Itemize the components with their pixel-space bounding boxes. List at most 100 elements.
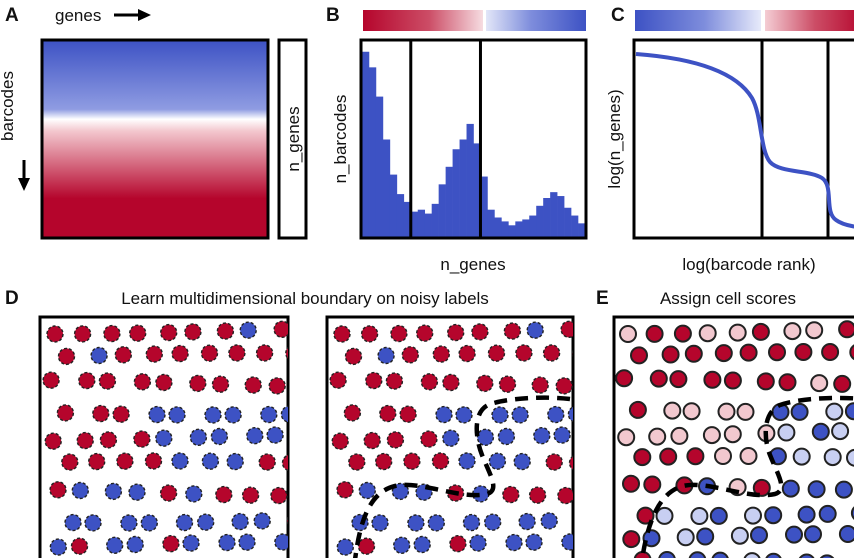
blue-point — [462, 513, 481, 532]
red-point — [112, 405, 130, 423]
cell-point-red — [648, 427, 667, 446]
n-genes-column — [277, 38, 308, 240]
red-point — [572, 349, 573, 358]
panel-a: A genes barcodes n_genes — [0, 5, 308, 240]
cell-point-red — [833, 374, 852, 393]
barcode-rank-axis-label: log(barcode rank) — [682, 255, 815, 274]
blue-point — [171, 452, 189, 470]
red-point — [528, 486, 547, 504]
blue-point — [239, 321, 257, 339]
cell-point-red — [628, 400, 647, 419]
red-point — [103, 324, 121, 343]
cell-point-blue — [744, 506, 762, 525]
cell-point-red — [649, 369, 668, 388]
panel-letter-c: C — [611, 5, 625, 26]
panel-d-title: Learn multidimensional boundary on noisy… — [121, 289, 489, 308]
red-point — [515, 344, 533, 362]
red-point — [49, 481, 67, 499]
blue-point — [71, 481, 90, 500]
red-point — [286, 515, 288, 525]
cell-point-blue — [846, 448, 854, 467]
red-point — [375, 452, 393, 471]
cell-point-blue — [798, 553, 815, 558]
red-point — [189, 374, 207, 393]
cell-point-red — [756, 372, 775, 391]
red-point — [542, 344, 561, 362]
cell-point-red — [739, 343, 758, 362]
red-point — [431, 452, 450, 470]
arrow-down-icon — [18, 160, 30, 191]
blue-point — [393, 536, 411, 554]
blue-point — [540, 512, 558, 530]
blue-point — [246, 427, 264, 445]
histogram-bar — [396, 194, 405, 237]
blue-point — [413, 535, 431, 554]
cell-point-blue — [658, 551, 676, 558]
cell-point-blue — [743, 552, 761, 558]
histogram-bar — [438, 184, 446, 237]
histogram-bar — [375, 96, 384, 237]
red-point — [76, 431, 94, 450]
blue-point — [511, 406, 529, 424]
histogram-bar — [473, 143, 481, 237]
cell-point-red — [686, 447, 705, 466]
score-boundary — [640, 395, 854, 558]
colorbar-red — [363, 10, 483, 31]
red-point — [329, 371, 347, 389]
blue-point — [407, 514, 425, 532]
cell-point-red — [645, 324, 664, 343]
blue-point — [128, 483, 146, 501]
cell-point-red — [739, 447, 758, 465]
red-point — [365, 371, 383, 390]
blue-point — [90, 346, 108, 365]
red-point — [344, 347, 363, 366]
cell-point-blue — [785, 525, 803, 544]
cell-point-red — [810, 374, 829, 393]
cell-point-red — [615, 369, 634, 388]
red-point — [61, 453, 79, 471]
genes-label: genes — [55, 6, 101, 25]
histogram-bar — [529, 215, 537, 237]
red-point — [73, 325, 92, 343]
cell-point-red — [723, 425, 742, 444]
blue-point — [469, 534, 487, 552]
blue-point — [260, 405, 278, 424]
histogram-bar — [564, 207, 572, 237]
red-point — [200, 344, 219, 362]
blue-point — [533, 427, 551, 445]
histogram-bar — [466, 123, 474, 237]
blue-point — [189, 428, 208, 446]
red-point — [487, 344, 506, 362]
blue-point — [185, 485, 203, 503]
barcode-gene-matrix — [40, 38, 270, 240]
cell-point-blue — [688, 551, 707, 558]
red-point — [159, 484, 178, 502]
blue-point — [358, 481, 376, 500]
cell-point-red — [617, 428, 636, 447]
blue-point — [491, 406, 509, 424]
blue-point — [484, 513, 502, 531]
red-point — [144, 452, 163, 470]
n-genes-side-label: n_genes — [284, 106, 303, 171]
blue-point — [196, 513, 215, 531]
red-point — [116, 452, 134, 470]
blue-point — [218, 533, 236, 552]
colorbar-red-c — [765, 10, 854, 31]
boundary-frame — [325, 315, 575, 558]
cell-point-blue — [790, 402, 809, 421]
blue-point — [547, 405, 565, 424]
red-point — [258, 453, 276, 471]
cell-point-blue — [655, 506, 674, 525]
cell-point-red — [702, 426, 721, 445]
cell-point-red — [682, 402, 701, 421]
histogram-bar — [459, 139, 467, 237]
cell-point-blue — [850, 506, 854, 520]
blue-point — [336, 538, 354, 556]
red-point — [442, 373, 460, 392]
red-point — [363, 431, 381, 450]
red-point — [162, 535, 180, 553]
histogram-bar — [410, 211, 419, 237]
blue-point — [505, 533, 523, 552]
cell-point-red — [622, 530, 641, 549]
red-point — [133, 430, 151, 448]
